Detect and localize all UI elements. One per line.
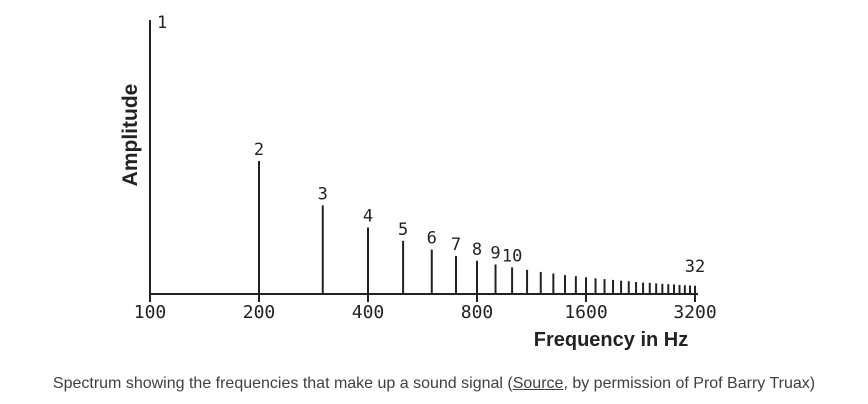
harmonic-label-4: 4: [363, 207, 373, 227]
x-tick-label-400: 400: [352, 302, 385, 323]
x-axis-label: Frequency in Hz: [534, 329, 688, 351]
harmonic-label-1: 1: [157, 13, 167, 33]
figure-caption: Spectrum showing the frequencies that ma…: [0, 372, 868, 396]
x-tick-label-3200: 3200: [673, 302, 716, 323]
harmonic-lines: [149, 28, 696, 294]
harmonic-label-8: 8: [472, 240, 482, 260]
spectrum-figure: 100 200 400 800 1600 3200 1 2 3 4 5 6 7 8 9 10 32 Ampli…: [119, 13, 717, 351]
harmonic-label-2: 2: [254, 140, 264, 160]
caption-text-before: Spectrum showing the frequencies that ma…: [52, 375, 513, 392]
harmonic-label-32: 32: [685, 257, 705, 277]
caption-source-link[interactable]: Source: [512, 375, 564, 392]
harmonic-label-7: 7: [451, 235, 461, 255]
harmonic-labels: 1 2 3 4 5 6 7 8 9 10 32: [157, 13, 705, 277]
harmonic-label-6: 6: [427, 229, 437, 249]
x-tick-label-200: 200: [243, 302, 276, 323]
spectrum-chart: 100 200 400 800 1600 3200 1 2 3 4 5 6 7 8 9 10 32 Ampli…: [119, 13, 717, 351]
x-ticks: 100 200 400 800 1600 3200: [134, 294, 717, 323]
x-tick-label-1600: 1600: [564, 302, 607, 323]
x-tick-label-100: 100: [134, 302, 167, 323]
harmonic-label-9: 9: [490, 243, 500, 263]
harmonic-label-3: 3: [318, 184, 328, 204]
caption-text-after: , by permission of Prof Barry Truax): [563, 375, 816, 392]
y-axis-label: Amplitude: [119, 84, 142, 187]
harmonic-label-10: 10: [502, 246, 522, 266]
x-tick-label-800: 800: [461, 302, 494, 323]
harmonic-label-5: 5: [398, 220, 408, 240]
